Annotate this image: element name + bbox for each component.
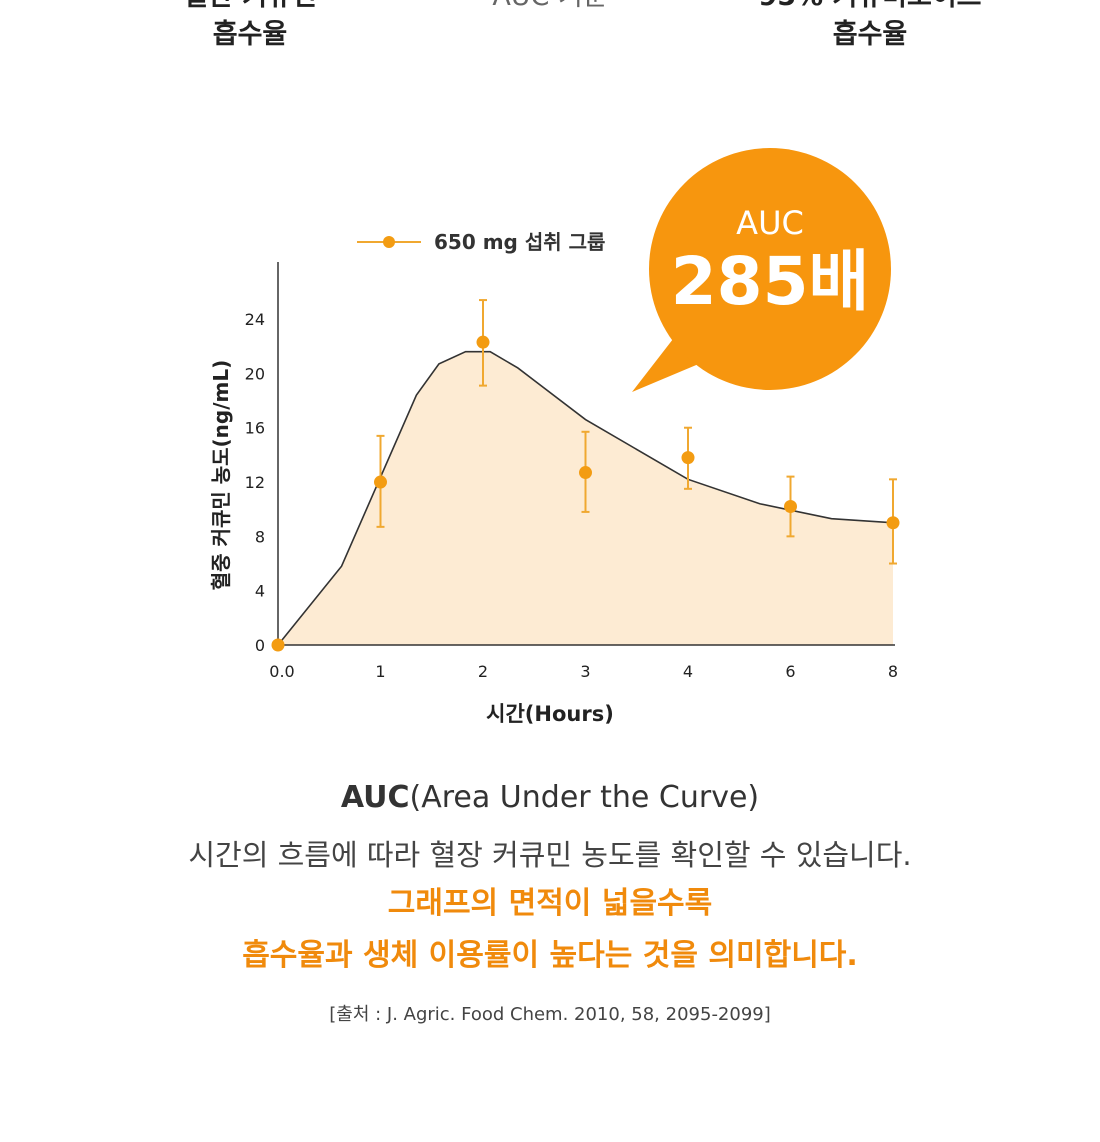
- data-point: [784, 499, 797, 513]
- data-point: [271, 638, 285, 652]
- caption-title-rest: (Area Under the Curve): [409, 780, 760, 815]
- curve-line: [277, 350, 894, 646]
- header-col-3-line2: 흡수율: [832, 19, 908, 50]
- y-tick-label: 20: [245, 364, 265, 383]
- x-tick-label: 3: [580, 662, 590, 681]
- legend-label: 650 mg 섭취 그룹: [434, 230, 605, 254]
- y-tick-label: 4: [255, 582, 265, 601]
- header-col-2: AUC 기준: [440, 0, 660, 16]
- data-point: [374, 475, 387, 489]
- x-tick-label: 8: [888, 662, 898, 681]
- header-col-3-line1: 95% 커큐미노이드: [720, 0, 1020, 16]
- x-tick-label: 2: [478, 662, 488, 681]
- data-point: [681, 451, 695, 465]
- auc-bubble: [649, 148, 891, 390]
- caption-highlight-2: 흡수율과 생체 이용률이 높다는 것을 의미합니다.: [242, 938, 858, 973]
- data-point: [579, 466, 592, 480]
- x-tick-label: 4: [683, 662, 693, 681]
- caption-description: 시간의 흐름에 따라 혈장 커큐민 농도를 확인할 수 있습니다.: [188, 838, 912, 872]
- x-tick-label: 6: [785, 662, 795, 681]
- y-tick-label: 12: [245, 473, 265, 492]
- y-tick-label: 8: [255, 527, 265, 546]
- y-tick-label: 16: [245, 419, 265, 438]
- header-col-1-line1: 일반 커큐민: [140, 0, 360, 16]
- legend-marker: [383, 236, 395, 248]
- y-axis-label: 혈중 커큐민 농도(ng/mL): [209, 360, 233, 590]
- x-axis-label: 시간(Hours): [486, 702, 614, 726]
- x-tick-label: 0.0: [269, 662, 294, 681]
- data-point: [476, 335, 490, 349]
- y-tick-label: 0: [255, 636, 265, 655]
- header-col-1: 일반 커큐민흡수율: [140, 0, 360, 54]
- bubble-value: 285배: [671, 243, 870, 320]
- caption-title: AUC(Area Under the Curve): [0, 780, 1100, 815]
- caption-source: [출처 : J. Agric. Food Chem. 2010, 58, 209…: [329, 1004, 771, 1025]
- x-tick-label: 1: [375, 662, 385, 681]
- header-col-3: 95% 커큐미노이드흡수율: [720, 0, 1020, 54]
- caption-highlight-1: 그래프의 면적이 넓을수록: [387, 886, 713, 921]
- data-point: [886, 516, 900, 530]
- header-col-1-line2: 흡수율: [212, 19, 288, 50]
- y-tick-label: 24: [245, 310, 265, 329]
- caption-title-bold: AUC: [340, 780, 410, 815]
- bubble-label: AUC: [736, 204, 804, 242]
- header-col-2-line1: AUC 기준: [440, 0, 660, 16]
